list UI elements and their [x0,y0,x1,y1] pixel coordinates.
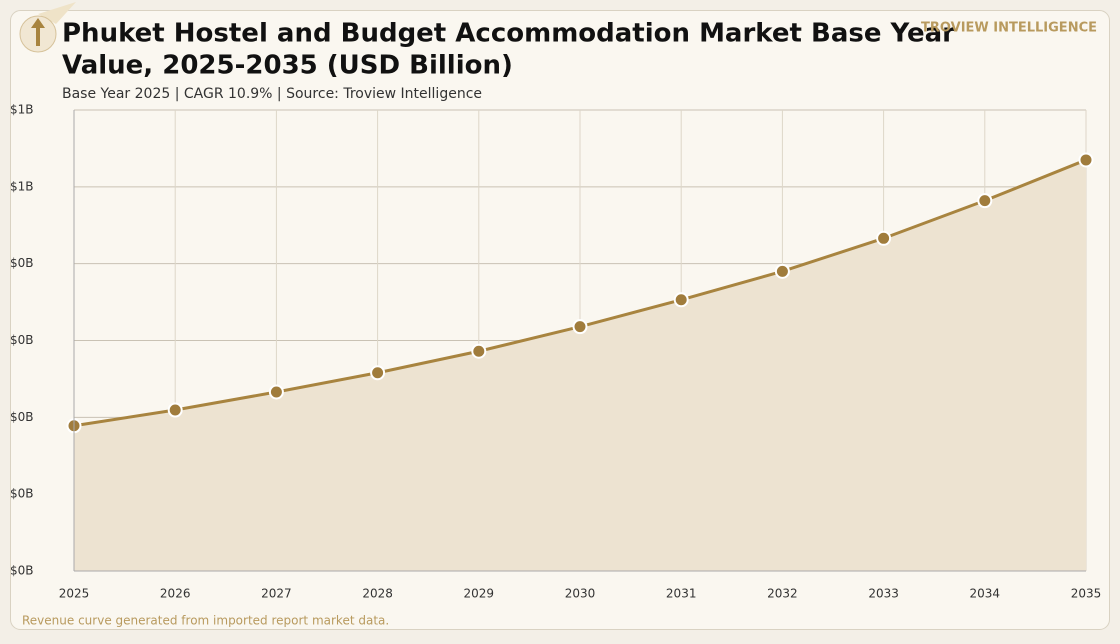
point [167,402,183,418]
point [673,292,689,308]
x-tick-label: 2035 [1071,587,1102,601]
y-tick-label: $0B [10,256,34,270]
y-tick-label: $1B [10,179,34,193]
logo [19,2,76,53]
point [774,263,790,279]
x-tick-label: 2034 [970,587,1001,601]
point [471,343,487,359]
x-tick-label: 2030 [565,587,596,601]
point [370,365,386,381]
chart-subtitle: Base Year 2025 | CAGR 10.9% | Source: Tr… [62,86,482,102]
y-tick-label: $0B [10,564,34,578]
x-tick-label: 2026 [160,587,191,601]
point [268,384,284,400]
x-tick-label: 2028 [362,587,393,601]
point [1078,152,1094,168]
y-tick-label: $0B [10,333,34,347]
area [74,159,1086,572]
x-tick-label: 2031 [666,587,697,601]
x-tick-label: 2027 [261,587,292,601]
x-tick-label: 2033 [868,587,899,601]
y-tick-label: $1B [10,103,34,117]
y-tick-label: $0B [10,410,34,424]
x-tick-label: 2032 [767,587,798,601]
point [977,193,993,209]
chart-title: Phuket Hostel and Budget Accommodation M… [62,19,955,49]
chart-title: Value, 2025-2035 (USD Billion) [62,51,513,81]
point [876,230,892,246]
footnote: Revenue curve generated from imported re… [22,614,389,628]
x-tick-label: 2029 [464,587,495,601]
point [572,319,588,335]
x-tick-label: 2025 [59,587,90,601]
y-tick-label: $0B [10,487,34,501]
brand: TROVIEW INTELLIGENCE [921,21,1097,36]
